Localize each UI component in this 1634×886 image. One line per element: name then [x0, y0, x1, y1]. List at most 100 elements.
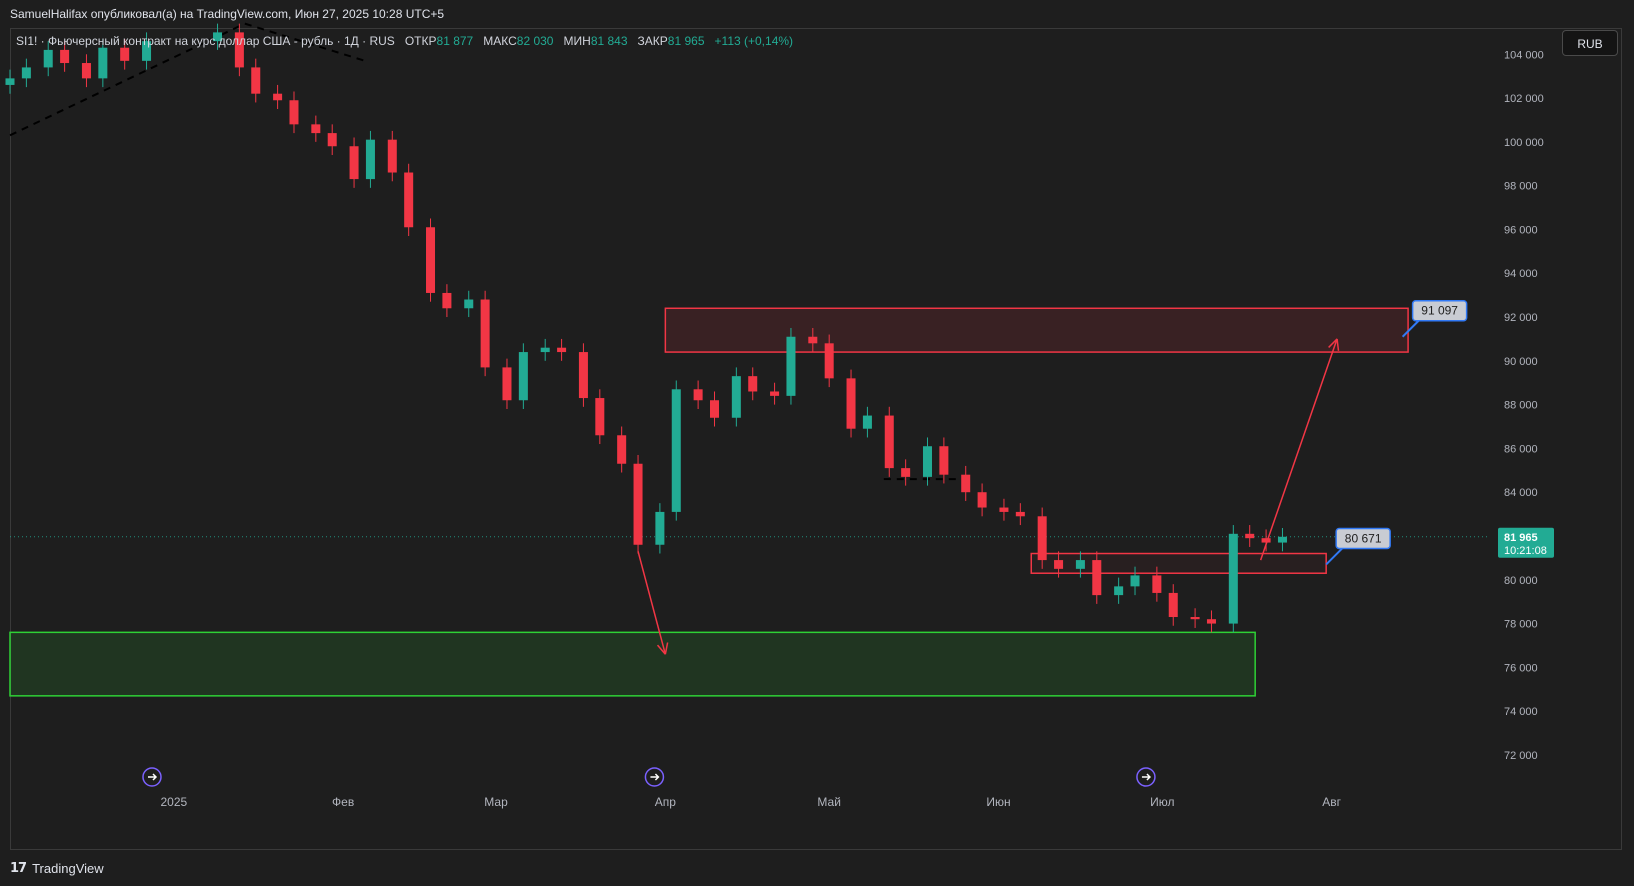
candle-body	[404, 172, 414, 228]
candle-body	[289, 100, 299, 125]
event-icon[interactable]	[142, 767, 162, 787]
x-tick-label: Авг	[1322, 795, 1341, 809]
candle-body	[824, 343, 834, 379]
drawing-layer	[9, 22, 1490, 538]
candle-body	[120, 47, 130, 61]
change-value: +113 (+0,14%)	[714, 34, 794, 48]
y-tick-label: 86 000	[1504, 443, 1538, 455]
candle-body	[977, 492, 987, 508]
y-tick-label: 102 000	[1504, 93, 1544, 105]
candle-body	[617, 435, 627, 464]
candle-body	[81, 63, 91, 79]
y-tick-label: 76 000	[1504, 662, 1538, 674]
x-tick-label: Июн	[986, 795, 1010, 809]
footer-brand[interactable]: 17 TradingView	[10, 858, 104, 878]
candle-body	[1190, 617, 1200, 620]
arrow-head	[1328, 338, 1338, 348]
y-tick-label: 98 000	[1504, 181, 1538, 193]
candle-body	[234, 32, 244, 68]
candle-body	[901, 468, 911, 477]
candle-body	[442, 292, 452, 309]
candle-body	[709, 400, 720, 418]
candle-body	[327, 133, 337, 147]
candle-body	[387, 139, 397, 173]
candle-body	[731, 376, 741, 418]
symbol-description: SI1! · Фьючерсный контракт на курс долла…	[16, 34, 395, 48]
price-label-box	[1335, 527, 1391, 550]
dashed-trendline	[9, 22, 246, 137]
candle-body	[1130, 575, 1140, 587]
candle-body	[557, 347, 567, 353]
resistance-zone	[1030, 552, 1327, 574]
high-label: МАКС	[483, 34, 517, 48]
arrow-layer	[637, 338, 1340, 655]
y-tick-label: 80 000	[1504, 575, 1538, 587]
candle-body	[142, 41, 152, 61]
candle-body	[1277, 536, 1287, 543]
x-tick-label: Май	[817, 795, 841, 809]
event-icon[interactable]	[1136, 767, 1156, 787]
supply-zone	[664, 307, 1409, 353]
arrow-head	[664, 642, 669, 655]
x-tick-label: 2025	[160, 795, 187, 809]
publish-line: SamuelHalifax опубликовал(а) на TradingV…	[10, 7, 445, 21]
price-label-pointer	[1401, 320, 1420, 338]
candle-body	[1075, 560, 1085, 569]
price-label-layer: 91 097 80 671	[1325, 299, 1468, 566]
arrow-head	[656, 644, 666, 655]
candle-body	[1092, 560, 1102, 596]
candle-body	[502, 367, 512, 401]
event-markers	[142, 767, 1156, 787]
candle-body	[98, 47, 108, 79]
event-icon[interactable]	[644, 767, 665, 787]
candle-body	[655, 511, 665, 545]
candle-body	[846, 378, 856, 429]
time-axis: 2025 Фев Мар Апр Май Июн Июл Авг	[160, 795, 1341, 809]
y-tick-label: 100 000	[1504, 137, 1544, 149]
y-tick-label: 88 000	[1504, 400, 1538, 412]
y-tick-label: 84 000	[1504, 487, 1538, 499]
y-tick-label: 90 000	[1504, 356, 1538, 368]
projection-arrow	[1259, 338, 1338, 561]
candle-body	[786, 336, 796, 396]
event-icon-arrow	[650, 773, 660, 781]
candle-body	[365, 139, 375, 180]
y-tick-label: 78 000	[1504, 619, 1538, 631]
last-price-badge	[1498, 527, 1554, 558]
candle-body	[60, 49, 70, 64]
tradingview-logo-icon: 17	[10, 860, 27, 876]
currency-button[interactable]: RUB	[1562, 30, 1618, 56]
candle-body	[21, 67, 31, 79]
y-tick-label: 92 000	[1504, 312, 1538, 324]
y-tick-label: 96 000	[1504, 224, 1538, 236]
brand-name: TradingView	[32, 860, 104, 876]
y-tick-label: 72 000	[1504, 750, 1538, 762]
open-value: 81 877	[436, 34, 474, 48]
y-tick-label: 74 000	[1504, 706, 1538, 718]
candle-body	[961, 474, 971, 493]
open-label: ОТКР	[404, 34, 437, 48]
candle-body	[1037, 516, 1047, 561]
candle-body	[1015, 511, 1025, 517]
event-icon-arrow	[1141, 773, 1152, 781]
candle-body	[1054, 560, 1064, 569]
candle-body	[922, 446, 932, 477]
candle-body	[578, 352, 588, 399]
candle-body	[595, 398, 605, 436]
chart-frame[interactable]	[10, 28, 1622, 850]
candle-body	[671, 389, 681, 512]
candle-body	[1152, 575, 1162, 593]
zone-layer	[9, 307, 1409, 697]
low-label: МИН	[563, 34, 591, 48]
high-value: 82 030	[516, 34, 554, 48]
last-price-countdown: 10:21:08	[1504, 545, 1547, 557]
x-tick-label: Апр	[655, 795, 677, 809]
candle-body	[862, 415, 872, 429]
candle-body	[480, 299, 490, 368]
candle-body	[311, 124, 321, 134]
demand-zone	[9, 631, 1256, 697]
publish-header: SamuelHalifax опубликовал(а) на TradingV…	[0, 0, 1634, 28]
candle-body	[349, 146, 359, 180]
candle-body	[999, 507, 1009, 512]
